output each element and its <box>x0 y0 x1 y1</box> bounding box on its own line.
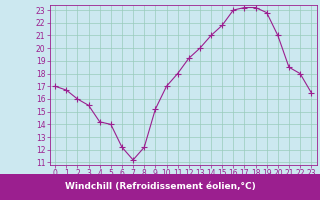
Text: Windchill (Refroidissement éolien,°C): Windchill (Refroidissement éolien,°C) <box>65 182 255 192</box>
